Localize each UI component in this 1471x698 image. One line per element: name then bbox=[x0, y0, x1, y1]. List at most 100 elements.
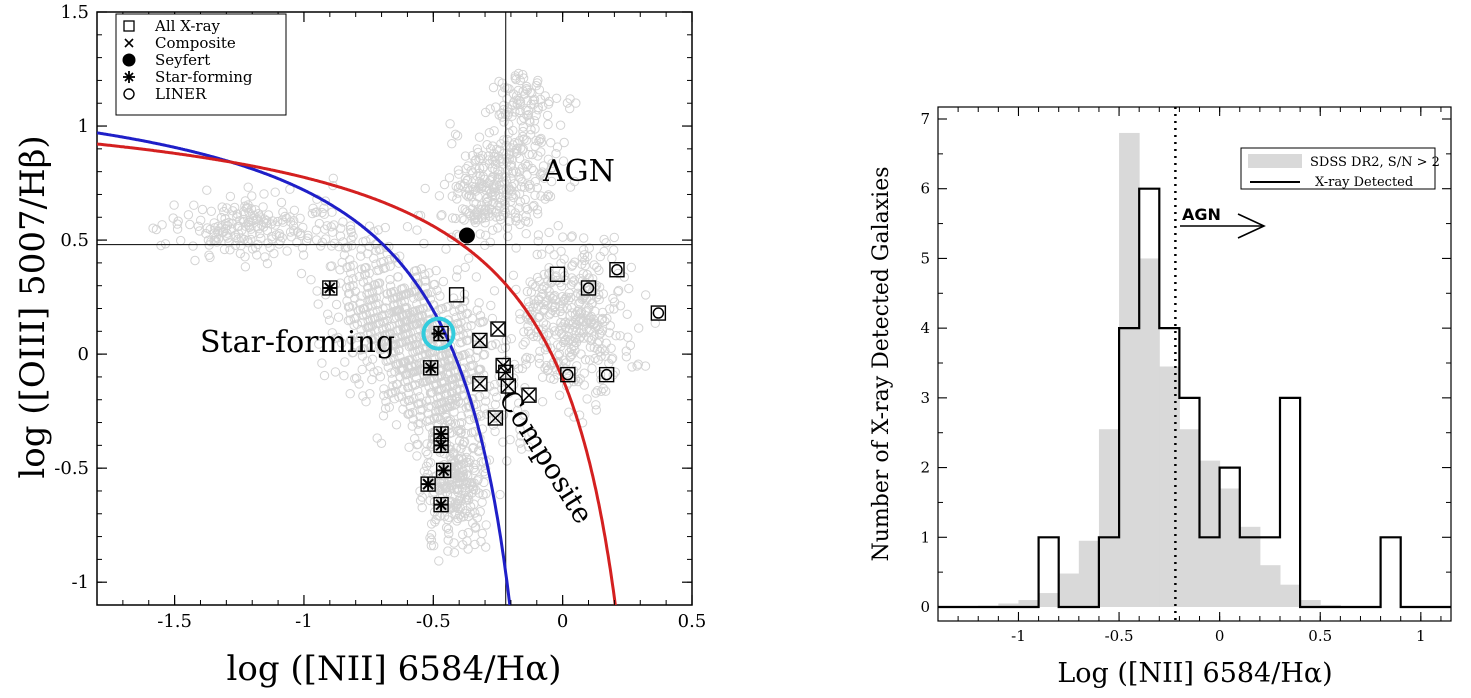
background-galaxy-marker bbox=[527, 149, 537, 160]
all-xray-marker bbox=[472, 332, 488, 349]
background-galaxy-marker bbox=[183, 210, 194, 220]
background-galaxy-marker bbox=[236, 241, 246, 251]
background-galaxy-marker bbox=[578, 269, 588, 279]
background-galaxy-marker bbox=[538, 101, 548, 112]
background-galaxy-marker bbox=[501, 335, 511, 346]
asterisk-stroke bbox=[432, 327, 445, 340]
background-galaxy-marker bbox=[256, 233, 266, 243]
background-galaxy-marker bbox=[498, 437, 508, 447]
background-galaxy-marker bbox=[400, 397, 410, 407]
background-galaxy-marker bbox=[459, 289, 470, 299]
background-galaxy-marker bbox=[278, 207, 288, 217]
star-forming-marker bbox=[421, 477, 436, 492]
background-galaxy-marker bbox=[533, 230, 544, 240]
background-galaxy-marker bbox=[519, 134, 529, 144]
background-galaxy-marker bbox=[193, 221, 204, 232]
background-galaxy-marker bbox=[464, 253, 474, 263]
background-galaxy-marker bbox=[508, 270, 519, 280]
background-galaxy-marker bbox=[369, 253, 379, 263]
background-galaxy-marker bbox=[330, 367, 341, 377]
background-galaxy-marker bbox=[456, 317, 466, 327]
background-galaxy-marker bbox=[453, 454, 464, 465]
background-galaxy-marker bbox=[351, 373, 362, 383]
background-galaxy-marker bbox=[566, 232, 576, 242]
background-galaxy-marker bbox=[567, 273, 577, 283]
background-galaxy-marker bbox=[532, 272, 543, 283]
background-galaxy-marker bbox=[555, 277, 565, 288]
background-galaxy-marker bbox=[551, 148, 561, 159]
background-galaxy-marker bbox=[513, 85, 523, 96]
background-galaxy-marker bbox=[462, 322, 472, 332]
background-galaxy-marker bbox=[420, 183, 430, 194]
background-galaxy-marker bbox=[298, 250, 309, 260]
background-galaxy-marker bbox=[445, 441, 455, 452]
background-galaxy-marker bbox=[474, 132, 485, 142]
background-galaxy-marker bbox=[476, 214, 487, 224]
background-galaxy-marker bbox=[325, 261, 335, 272]
background-galaxy-marker bbox=[416, 317, 426, 328]
background-galaxy-marker bbox=[480, 212, 491, 223]
background-galaxy-marker bbox=[470, 465, 480, 476]
histogram-y-axis-label: Number of X-ray Detected Galaxies bbox=[869, 166, 894, 561]
sdss-bar bbox=[1199, 460, 1221, 607]
background-galaxy-marker bbox=[391, 379, 402, 390]
x-tick-label: -1.5 bbox=[157, 611, 192, 632]
background-galaxy-marker bbox=[376, 438, 387, 448]
x-tick-label: 0 bbox=[1215, 627, 1225, 645]
legend-filled-circle-marker bbox=[122, 53, 136, 67]
histogram-x-axis-label: Log ([NII] 6584/Hα) bbox=[1057, 658, 1332, 689]
background-galaxy-marker bbox=[417, 310, 428, 321]
background-galaxy-marker bbox=[516, 431, 526, 441]
background-galaxy-marker bbox=[303, 233, 313, 243]
background-galaxy-marker bbox=[273, 216, 283, 227]
background-galaxy-marker bbox=[410, 434, 420, 444]
background-galaxy-marker bbox=[366, 341, 377, 351]
all-xray-marker bbox=[487, 410, 504, 426]
background-galaxy-marker bbox=[482, 140, 492, 150]
region-label-star-forming: Star-forming bbox=[200, 325, 395, 360]
background-galaxy-marker bbox=[460, 296, 470, 306]
background-galaxy-marker bbox=[591, 400, 601, 410]
background-galaxy-marker bbox=[437, 405, 448, 415]
background-galaxy-marker bbox=[496, 139, 506, 149]
background-galaxy-marker bbox=[348, 274, 358, 284]
background-galaxy-marker bbox=[561, 292, 572, 302]
all-xray-marker bbox=[609, 262, 625, 278]
background-galaxy-marker bbox=[446, 496, 456, 507]
highlighted-galaxy-ring bbox=[421, 316, 456, 351]
all-xray-marker bbox=[580, 280, 597, 296]
background-galaxy-marker bbox=[497, 112, 507, 122]
background-galaxy-marker bbox=[450, 393, 460, 403]
background-galaxy-marker bbox=[401, 309, 412, 319]
background-galaxy-marker bbox=[384, 255, 394, 265]
background-galaxy-marker bbox=[472, 513, 483, 523]
background-galaxy-marker bbox=[571, 98, 581, 108]
background-galaxy-marker bbox=[506, 143, 516, 153]
sdss-bar bbox=[1179, 429, 1201, 607]
background-galaxy-marker bbox=[504, 84, 514, 94]
composite-marker bbox=[473, 377, 487, 391]
background-galaxy-marker bbox=[488, 82, 499, 93]
background-galaxy-marker bbox=[528, 202, 538, 212]
background-galaxy-marker bbox=[453, 503, 463, 514]
background-galaxy-marker bbox=[533, 75, 543, 86]
background-galaxy-marker bbox=[378, 304, 388, 314]
cross-stroke bbox=[491, 322, 505, 336]
region-label-agn: AGN bbox=[542, 154, 615, 189]
background-galaxy-marker bbox=[551, 93, 562, 104]
background-galaxy-marker bbox=[534, 85, 545, 95]
background-galaxy-marker bbox=[251, 243, 261, 253]
background-galaxy-marker bbox=[514, 153, 525, 164]
background-galaxy-marker bbox=[589, 260, 599, 270]
background-galaxy-marker bbox=[464, 348, 474, 358]
background-galaxy-marker bbox=[403, 409, 414, 419]
background-galaxy-marker bbox=[623, 332, 633, 342]
background-galaxy-marker bbox=[288, 221, 299, 231]
background-galaxy-marker bbox=[317, 207, 327, 218]
background-galaxy-marker bbox=[597, 313, 608, 324]
background-galaxy-marker bbox=[451, 502, 461, 512]
background-galaxy-marker bbox=[357, 364, 367, 375]
background-galaxy-marker bbox=[296, 268, 307, 279]
x-tick-label: 1 bbox=[1416, 627, 1426, 645]
background-galaxy-marker bbox=[479, 403, 490, 413]
